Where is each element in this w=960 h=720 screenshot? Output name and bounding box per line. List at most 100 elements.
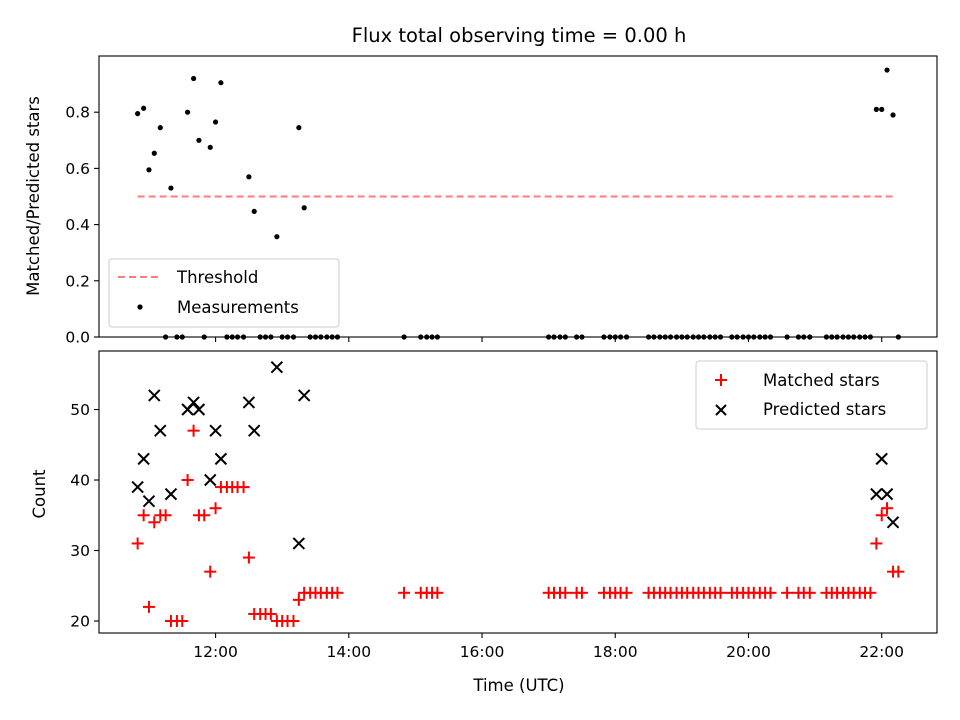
predicted-stars-point [297, 389, 311, 402]
matched-stars-point [620, 586, 633, 599]
predicted-stars-point [292, 537, 306, 550]
matched-stars-point [287, 615, 300, 628]
matched-stars-point [870, 537, 883, 550]
predicted-stars-point [880, 487, 894, 501]
y-tick-label: 40 [70, 472, 90, 490]
count-marks [131, 361, 905, 628]
measurements-point [141, 105, 147, 111]
x-tick-label: 22:00 [859, 643, 904, 661]
predicted-stars-point [214, 452, 228, 466]
matched-stars-point [881, 502, 894, 515]
y-tick-label: 0.0 [65, 329, 90, 347]
predicted-stars-point [137, 452, 150, 466]
matched-stars-point [242, 551, 255, 564]
ratio-legend-box [108, 258, 340, 328]
measurements-point [212, 119, 219, 125]
x-tick-label: 14:00 [326, 643, 371, 661]
measurements-point [274, 234, 280, 240]
measurements-point [873, 106, 879, 112]
matched-stars-point [181, 474, 194, 487]
matched-stars-point [292, 593, 305, 606]
predicted-legend-swatch [715, 404, 727, 416]
chart-title: Flux total observing time = 0.00 h [352, 24, 687, 47]
matched-stars-point [764, 586, 777, 599]
predicted-legend-label: Predicted stars [763, 400, 886, 419]
measurements-point [190, 75, 197, 82]
measurements-point [890, 112, 896, 118]
predicted-stars-point [192, 403, 206, 416]
measurements-point [146, 167, 152, 173]
measurements-point [879, 106, 885, 112]
measurements-point [168, 185, 174, 191]
matched-stars-point [237, 481, 250, 494]
predicted-stars-point [154, 424, 167, 437]
matched-stars-point [875, 509, 888, 522]
predicted-stars-point [875, 452, 888, 466]
matched-stars-point [559, 586, 572, 599]
measurements-point [151, 150, 157, 156]
measurements-point [135, 111, 141, 117]
matched-stars-point [892, 565, 905, 578]
measurements-point [251, 208, 257, 214]
threshold-legend-label: Threshold [176, 268, 258, 287]
ratio-panel: 0.00.20.40.60.8 Matched/Predicted stars … [24, 55, 938, 347]
x-tick-label: 18:00 [593, 643, 638, 661]
ratio-y-axis-label: Matched/Predicted stars [24, 96, 43, 296]
count-legend: Matched stars Predicted stars [695, 360, 928, 430]
x-tick-label: 12:00 [193, 643, 238, 661]
ratio-panel-frame [98, 55, 938, 338]
ratio-x-ticks [215, 337, 883, 342]
measurements-point [301, 205, 307, 211]
matched-stars-point [204, 565, 217, 578]
count-panel-frame [98, 350, 938, 634]
y-tick-label: 0.4 [65, 216, 90, 234]
measurements-point [884, 67, 890, 73]
y-tick-label: 0.6 [65, 160, 90, 178]
measurements-point [196, 137, 202, 143]
y-tick-label: 30 [70, 542, 90, 560]
predicted-stars-point [204, 473, 217, 487]
matched-stars-point [142, 600, 155, 613]
matched-stars-point [331, 586, 344, 599]
y-tick-label: 0.2 [65, 272, 90, 290]
measurements-point [296, 125, 302, 131]
matched-stars-point [714, 586, 727, 599]
measurements-point [157, 125, 163, 131]
matched-stars-point [264, 607, 277, 620]
predicted-stars-point [148, 389, 161, 402]
measurements-point [184, 109, 191, 115]
predicted-stars-point [886, 516, 900, 529]
matched-stars-point [137, 509, 150, 522]
predicted-stars-point [187, 396, 200, 409]
y-tick-label: 20 [70, 613, 90, 631]
matched-stars-point [864, 586, 877, 599]
x-axis-label: Time (UTC) [472, 676, 564, 695]
predicted-stars-point [248, 424, 261, 437]
x-tick-label: 20:00 [726, 643, 771, 661]
count-y-axis-label: Count [30, 469, 49, 519]
predicted-stars-point [242, 396, 256, 409]
matched-stars-point [131, 537, 144, 550]
predicted-stars-point [270, 361, 284, 374]
matched-stars-point [781, 586, 794, 599]
measurements-point [246, 174, 252, 180]
matched-stars-point [159, 509, 172, 522]
matched-stars-point [148, 516, 161, 529]
matched-stars-point [209, 502, 222, 515]
predicted-stars-point [142, 494, 156, 508]
y-tick-label: 0.8 [65, 104, 90, 122]
count-x-ticks: 12:00 14:00 16:00 18:00 20:00 22:00 [193, 633, 904, 661]
matched-stars-point [187, 424, 200, 437]
matched-stars-point [198, 509, 211, 522]
predicted-stars-point [164, 487, 178, 501]
count-legend-box [695, 360, 928, 430]
matched-legend-label: Matched stars [763, 371, 880, 390]
matched-stars-point [575, 586, 588, 599]
measurements-legend-swatch [137, 304, 143, 310]
matched-stars-point [398, 586, 411, 599]
predicted-stars-point [209, 424, 222, 437]
x-tick-label: 16:00 [460, 643, 505, 661]
matched-stars-point [803, 586, 816, 599]
